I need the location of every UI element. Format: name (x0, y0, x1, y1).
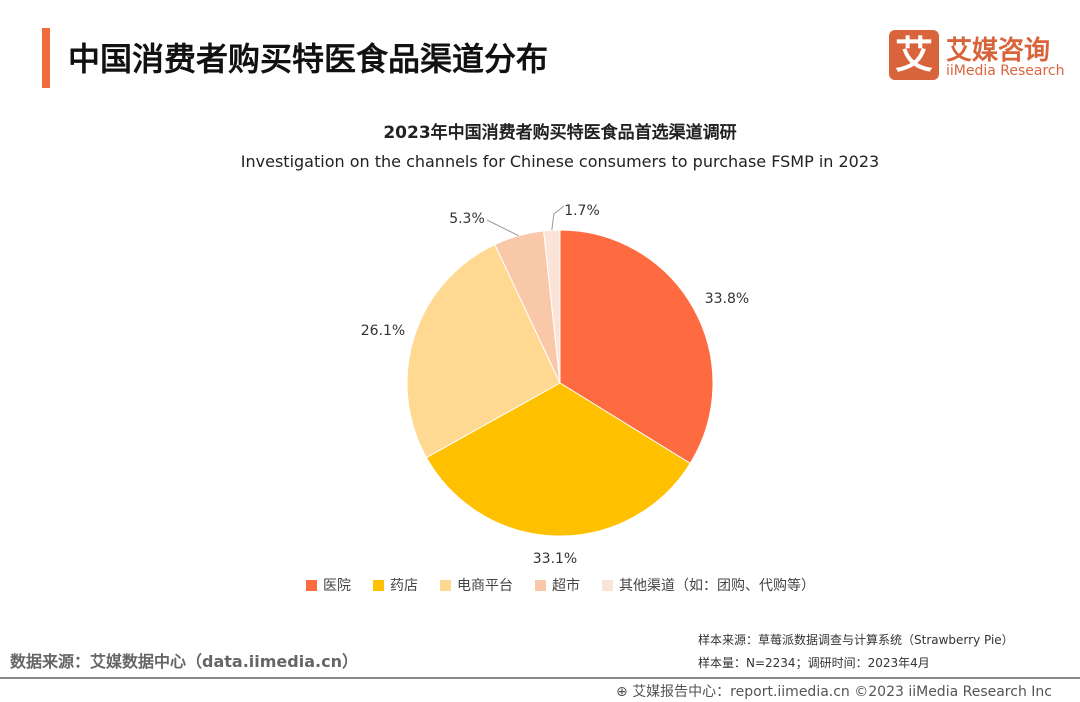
legend-label: 医院 (323, 578, 351, 594)
data-label: 5.3% (449, 211, 485, 227)
chart-title: 2023年中国消费者购买特医食品首选渠道调研 (383, 123, 737, 143)
leader-line (486, 219, 519, 237)
page-title: 中国消费者购买特医食品渠道分布 (68, 40, 549, 78)
logo-mark: 艾 (889, 30, 939, 80)
pie-slice (559, 229, 714, 465)
data-label: 26.1% (361, 323, 405, 339)
legend: 医院 药店 电商平台 超市 其他渠道（如：团购、代购等） (306, 575, 815, 595)
legend-label: 其他渠道（如：团购、代购等） (619, 578, 815, 594)
legend-swatch (373, 579, 384, 591)
data-label: 33.1% (533, 551, 577, 567)
data-label: 1.7% (564, 203, 600, 219)
sample-size: 样本量：N=2234；调研时间：2023年4月 (698, 656, 930, 670)
legend-item: 电商平台 (440, 575, 513, 595)
legend-label: 超市 (552, 578, 580, 594)
logo-en: iiMedia Research (946, 63, 1065, 79)
data-label: 33.8% (705, 291, 749, 307)
legend-swatch (440, 579, 451, 591)
legend-swatch (602, 579, 613, 591)
legend-item: 医院 (306, 575, 351, 595)
copyright: ⊕ 艾媒报告中心：report.iimedia.cn ©2023 iiMedia… (616, 684, 1052, 700)
logo-cn: 艾媒咨询 (946, 36, 1051, 66)
legend-swatch (306, 579, 317, 591)
globe-icon: ⊕ (616, 684, 633, 700)
legend-label: 电商平台 (457, 578, 513, 594)
title-accent-bar (42, 28, 50, 88)
pie-slice (406, 243, 561, 459)
legend-item: 其他渠道（如：团购、代购等） (602, 575, 815, 595)
footer-divider (0, 677, 1080, 679)
chart-subtitle: Investigation on the channels for Chines… (240, 152, 880, 171)
legend-item: 药店 (373, 575, 418, 595)
legend-label: 药店 (390, 578, 418, 594)
pie-slice (543, 229, 561, 384)
sample-source: 样本来源：草莓派数据调查与计算系统（Strawberry Pie） (698, 633, 1014, 647)
data-source: 数据来源：艾媒数据中心（data.iimedia.cn） (10, 652, 358, 671)
leader-line (551, 205, 565, 231)
legend-item: 超市 (535, 575, 580, 595)
legend-swatch (535, 579, 546, 591)
